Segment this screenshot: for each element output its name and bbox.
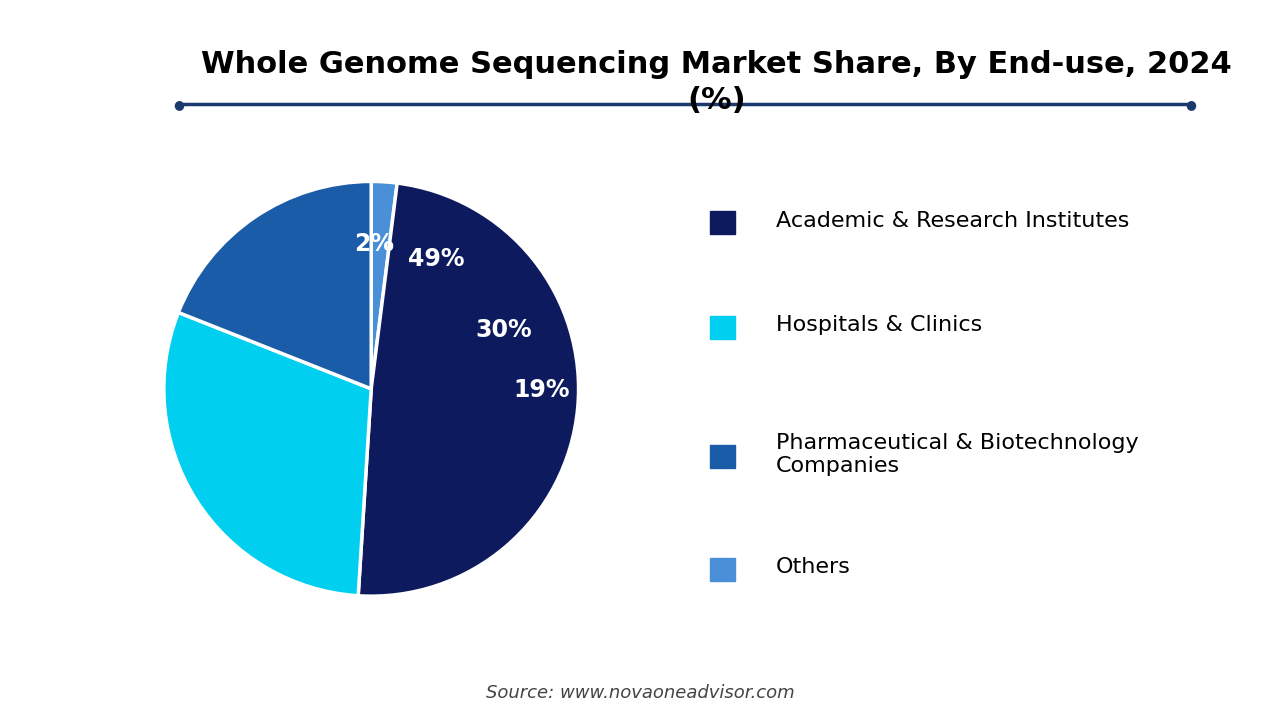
Text: Whole Genome Sequencing Market Share, By End-use, 2024
(%): Whole Genome Sequencing Market Share, By… [201, 50, 1233, 115]
Text: ●: ● [1185, 98, 1196, 111]
Text: 19%: 19% [513, 378, 570, 402]
Wedge shape [178, 181, 371, 389]
Text: ●: ● [174, 98, 184, 111]
Wedge shape [358, 183, 579, 596]
Text: NOVA: NOVA [37, 58, 93, 76]
Wedge shape [164, 312, 371, 595]
FancyBboxPatch shape [709, 212, 735, 235]
Text: 1: 1 [134, 58, 147, 76]
FancyBboxPatch shape [709, 445, 735, 468]
Text: Source: www.novaoneadvisor.com: Source: www.novaoneadvisor.com [485, 684, 795, 702]
Wedge shape [371, 181, 397, 389]
Text: ADVISOR: ADVISOR [170, 58, 262, 76]
Text: 49%: 49% [408, 247, 465, 271]
Text: 30%: 30% [475, 318, 532, 342]
Text: Academic & Research Institutes: Academic & Research Institutes [776, 211, 1129, 231]
FancyBboxPatch shape [709, 316, 735, 339]
FancyBboxPatch shape [709, 558, 735, 581]
Text: Others: Others [776, 557, 850, 577]
Text: Hospitals & Clinics: Hospitals & Clinics [776, 315, 982, 336]
Text: 2%: 2% [353, 232, 394, 256]
Text: Pharmaceutical & Biotechnology
Companies: Pharmaceutical & Biotechnology Companies [776, 433, 1138, 477]
